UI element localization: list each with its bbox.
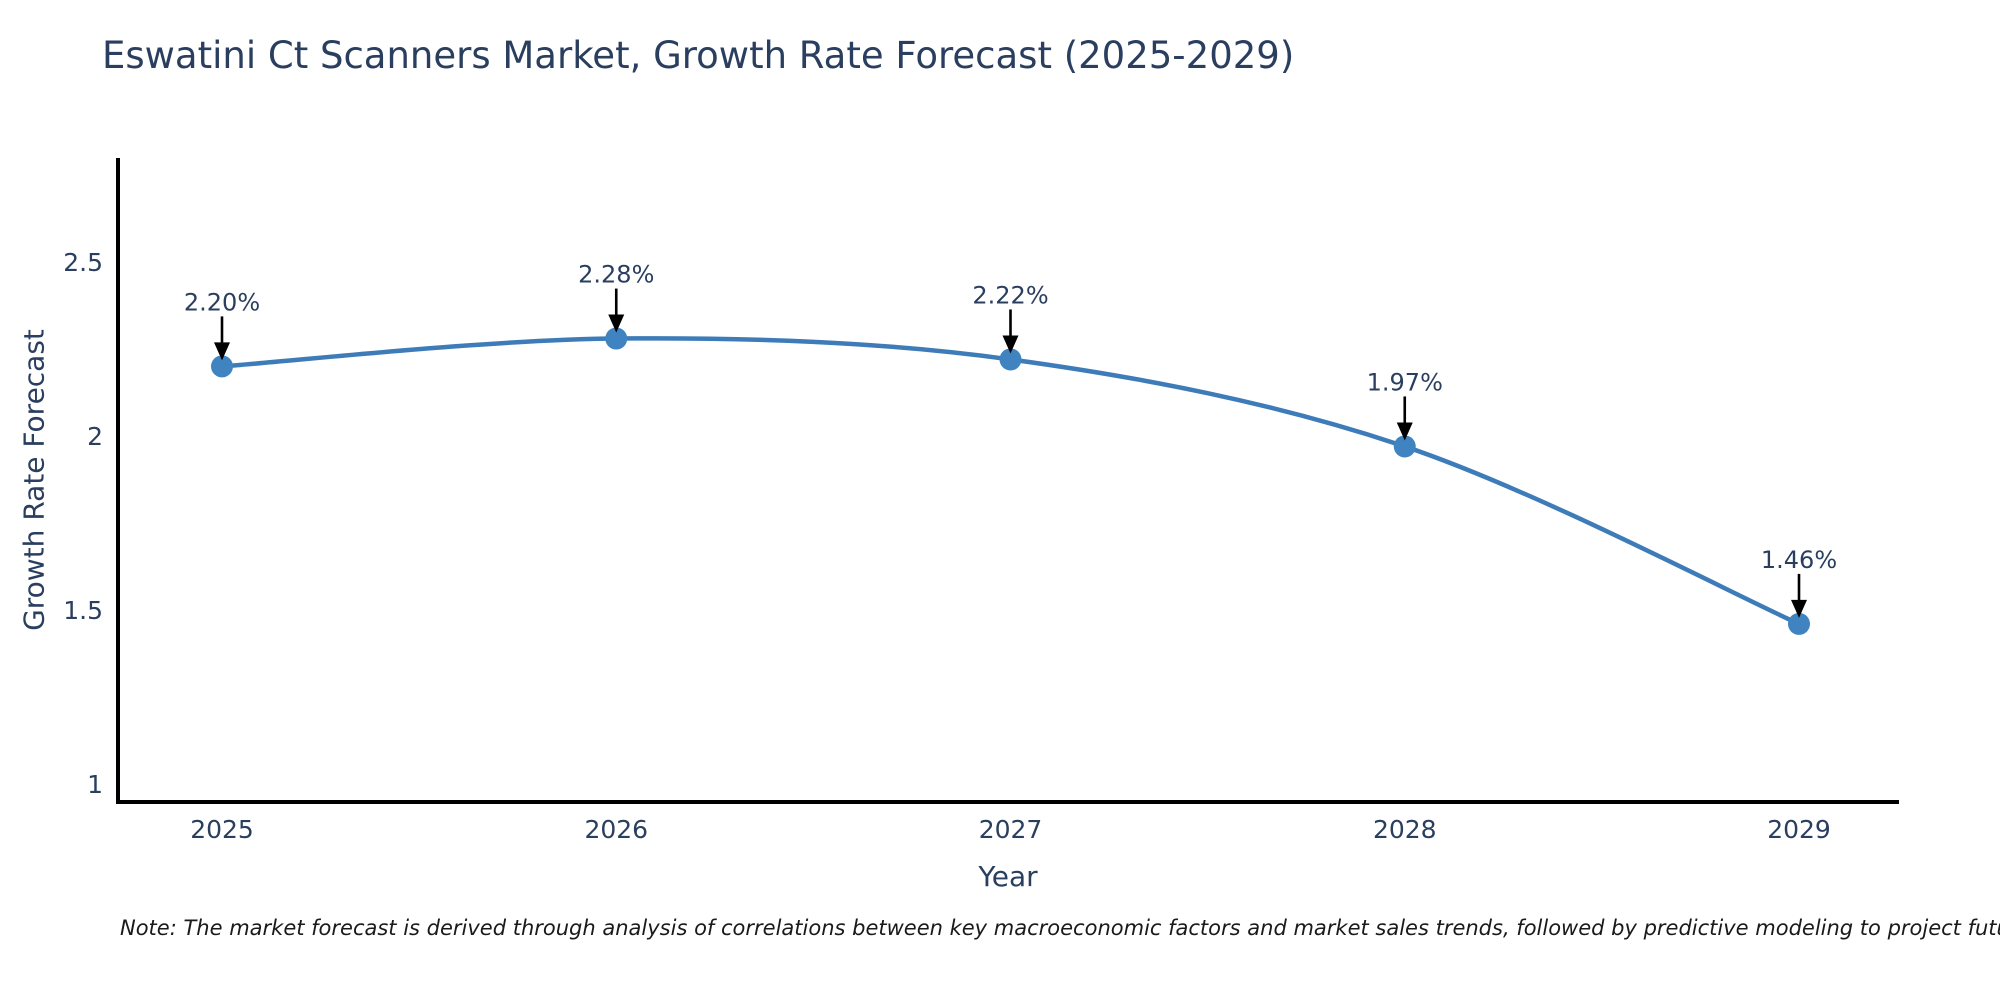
- data-point: [999, 348, 1022, 371]
- footnote: Note: The market forecast is derived thr…: [120, 916, 2000, 940]
- plot-content: 1 1.5 2 2.5 2025 2026 2027 2028 2029 2.20% 2.28% 2.…: [63, 248, 1837, 844]
- annotation-arrow-head: [1791, 599, 1807, 618]
- point-value-label: 2.20%: [184, 288, 260, 316]
- y-tick-label: 1: [87, 770, 103, 799]
- annotation-arrow-head: [1002, 335, 1019, 354]
- point-value-label: 1.97%: [1367, 368, 1443, 396]
- x-axis-title: Year: [978, 860, 1038, 893]
- data-point: [1788, 612, 1810, 635]
- y-tick-label: 2.5: [63, 248, 103, 277]
- data-point: [211, 355, 233, 378]
- x-tick-label: 2025: [190, 815, 254, 844]
- x-tick-label: 2028: [1373, 815, 1437, 844]
- forecast-curve: [219, 336, 1802, 627]
- point-value-label: 1.46%: [1761, 546, 1837, 574]
- data-point: [1393, 435, 1416, 458]
- y-tick-label: 1.5: [63, 596, 103, 625]
- y-tick-label: 2: [87, 422, 103, 451]
- annotation-arrow-head: [608, 314, 625, 333]
- point-value-label: 2.28%: [578, 261, 654, 289]
- y-axis-title: Growth Rate Forecast: [17, 329, 51, 631]
- annotation-arrow-head: [214, 342, 230, 361]
- chart-title: Eswatini Ct Scanners Market, Growth Rate…: [102, 34, 1295, 77]
- point-value-label: 2.22%: [972, 281, 1048, 309]
- annotation-arrow-head: [1396, 422, 1413, 441]
- data-point: [605, 327, 628, 350]
- x-tick-label: 2026: [584, 815, 648, 844]
- x-tick-label: 2029: [1767, 815, 1831, 844]
- x-tick-label: 2027: [979, 815, 1043, 844]
